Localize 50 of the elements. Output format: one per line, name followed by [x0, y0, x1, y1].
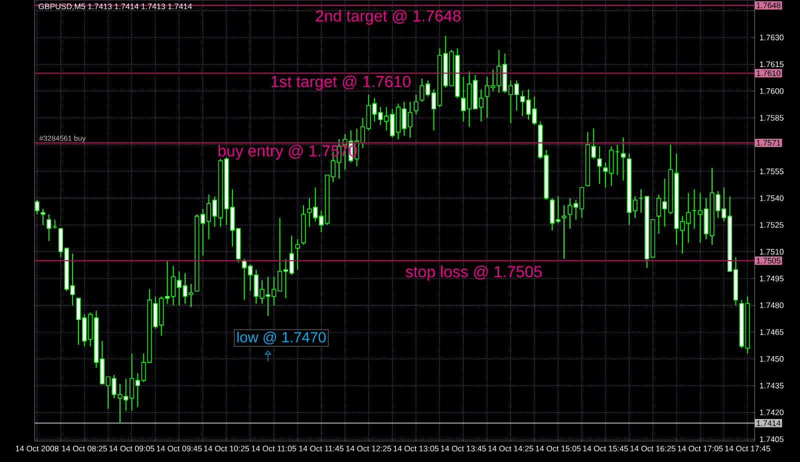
candlestick: [34, 199, 40, 215]
x-tick-label: 14 Oct 16:25: [630, 446, 676, 452]
candlestick: [614, 144, 620, 176]
x-tick-label: 14 Oct 15:05: [536, 446, 581, 452]
candlestick: [46, 214, 52, 242]
x-tick-label: 14 Oct 09:45: [156, 446, 202, 452]
y-tick-label: 1.7480: [760, 302, 784, 308]
ref-line-label: 1.7414: [756, 420, 781, 426]
y-tick-label: 1.7630: [760, 34, 784, 40]
candlestick: [597, 146, 602, 184]
y-tick-label: 1.7465: [760, 329, 784, 335]
x-tick-label: 14 Oct 2008: [16, 446, 58, 452]
y-tick-label: 1.7555: [760, 168, 784, 174]
candlestick: [295, 238, 300, 270]
x-tick-label: 14 Oct 11:45: [299, 446, 344, 452]
y-tick-label: 1.7450: [760, 356, 784, 362]
ref-line-label: 1.7648: [756, 2, 780, 8]
y-tick-label: 1.7600: [760, 88, 784, 94]
x-tick-label: 14 Oct 15:45: [583, 446, 628, 452]
x-tick-label: 14 Oct 17:45: [725, 446, 770, 452]
x-tick-label: 14 Oct 13:45: [441, 446, 486, 452]
candlestick: [40, 208, 46, 226]
y-tick-label: 1.7510: [760, 248, 784, 255]
y-tick-label: 1.7495: [760, 276, 784, 282]
x-tick-label: 14 Oct 14:25: [488, 446, 534, 452]
candlestick: [692, 188, 697, 230]
x-tick-label: 14 Oct 08:25: [62, 446, 107, 452]
annotation: 2nd target @ 1.7648: [316, 10, 461, 25]
x-tick-label: 14 Oct 13:05: [394, 446, 439, 452]
y-tick-label: 1.7435: [760, 382, 784, 388]
candlestick: [414, 94, 418, 115]
ref-line-label: 1.7505: [756, 258, 780, 264]
candlestick: [620, 136, 626, 181]
y-tick-label: 1.7405: [760, 436, 784, 442]
ref-line-label: 1.7610: [756, 70, 780, 76]
annotation: stop loss @ 1.7505: [406, 266, 542, 280]
x-tick-label: 14 Oct 11:05: [252, 446, 296, 452]
y-tick-label: 1.7540: [760, 195, 784, 202]
annotation: 1st target @ 1.7610: [271, 75, 410, 90]
x-tick-label: 14 Oct 09:05: [109, 446, 154, 452]
y-tick-label: 1.7615: [760, 61, 784, 68]
ref-line-label: 1.7571: [756, 140, 780, 146]
x-tick-label: 14 Oct 10:25: [204, 446, 250, 452]
candlestick: [562, 204, 566, 260]
y-tick-label: 1.7525: [760, 222, 784, 228]
y-tick-label: 1.7585: [760, 115, 784, 121]
x-tick-label: 14 Oct 12:25: [346, 446, 392, 452]
x-tick-label: 14 Oct 17:05: [678, 446, 723, 452]
y-tick-label: 1.7420: [760, 410, 784, 416]
annotation: low @ 1.7470: [237, 332, 326, 344]
